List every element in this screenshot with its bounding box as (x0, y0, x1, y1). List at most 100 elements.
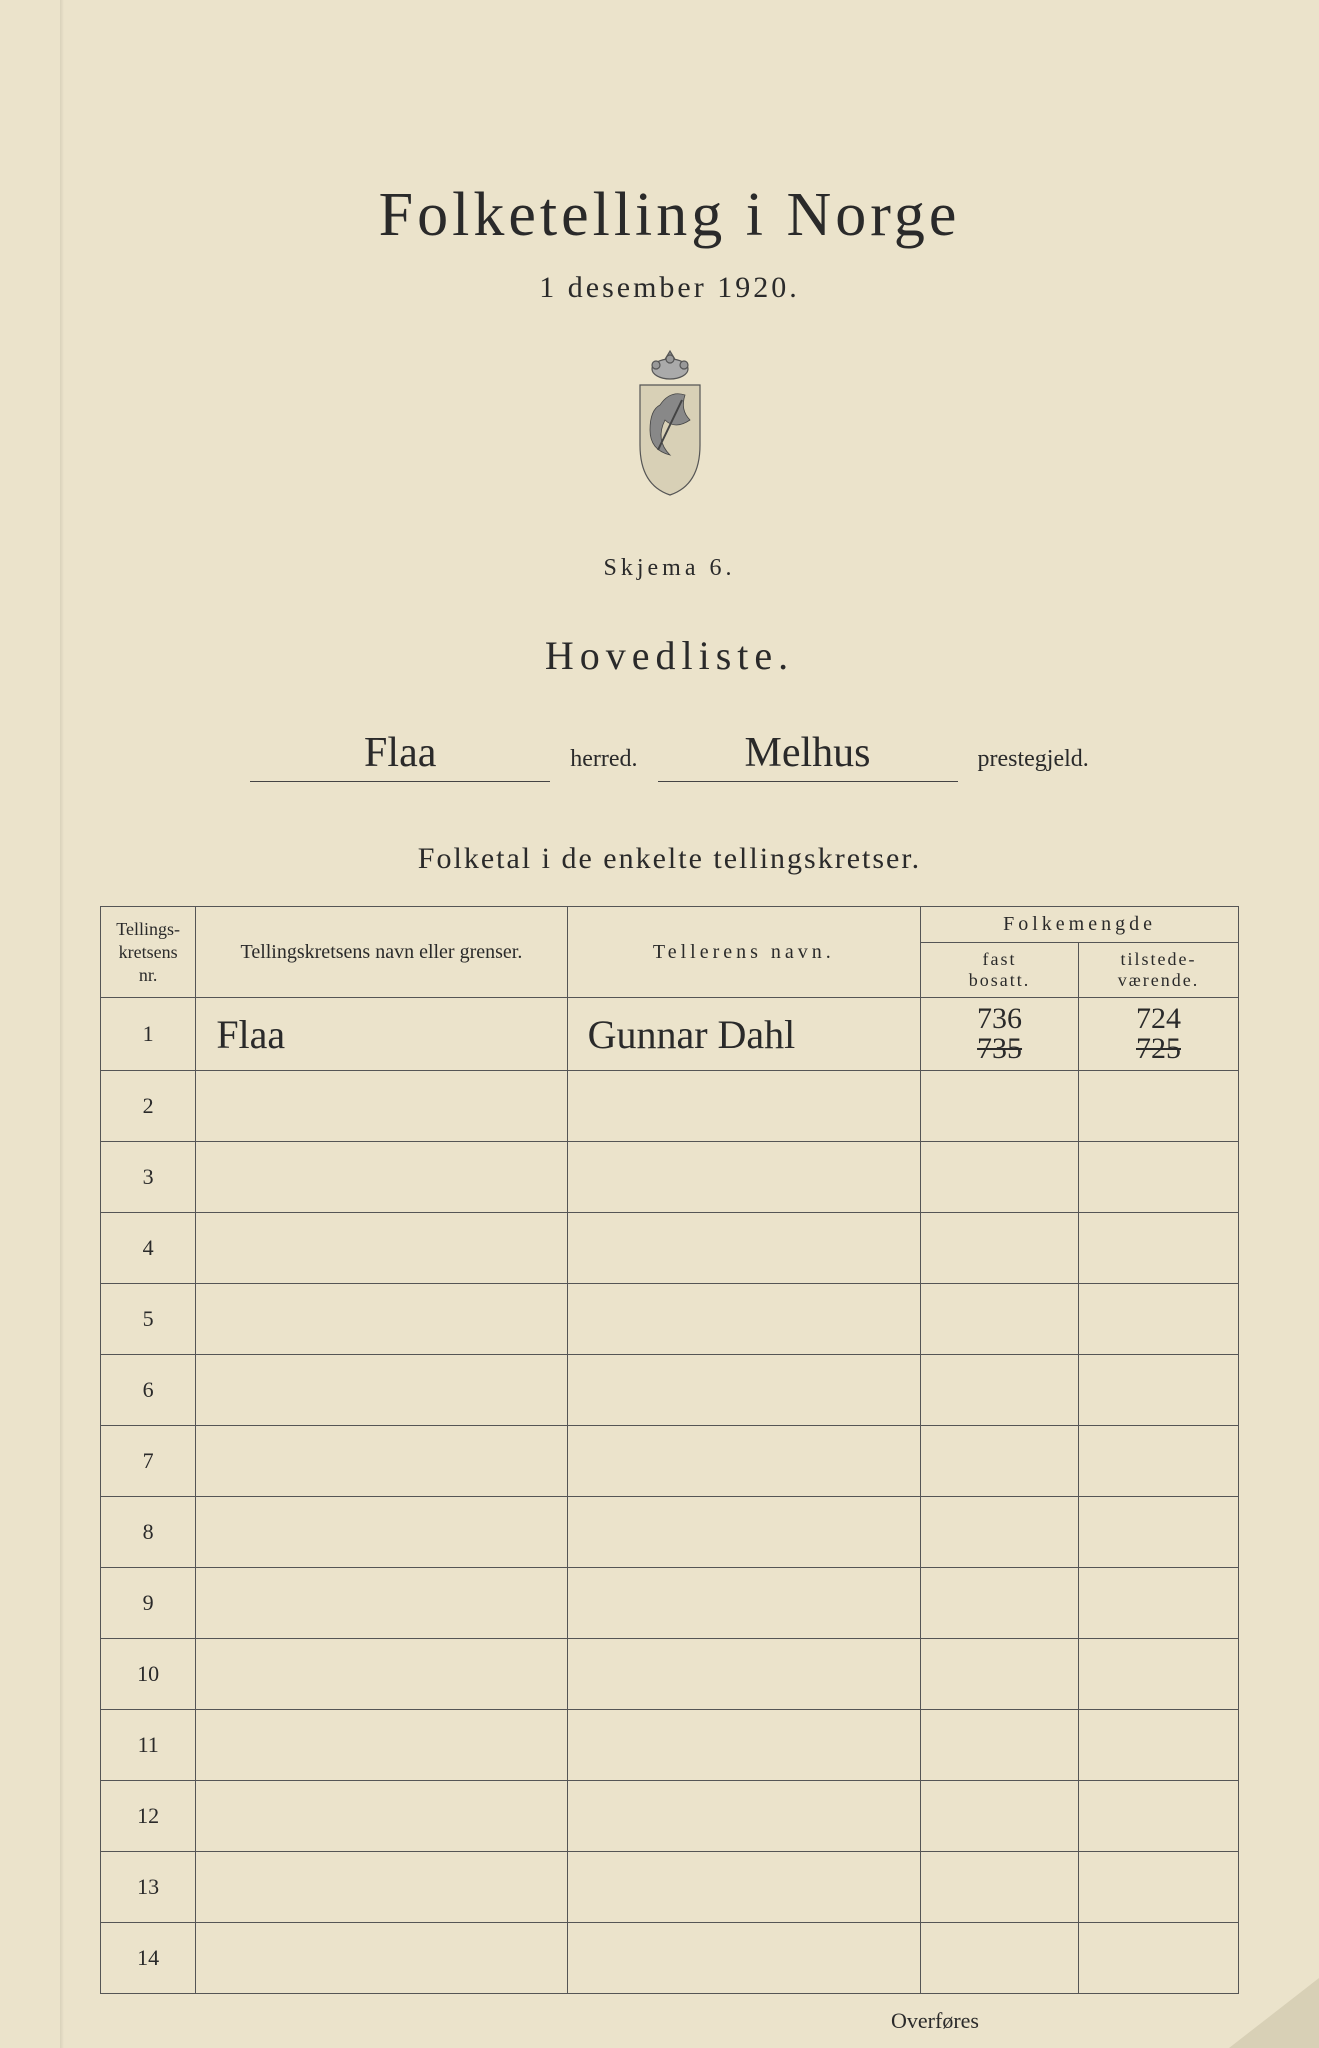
cell-teller: Gunnar Dahl (567, 998, 921, 1071)
cell-teller (567, 1071, 921, 1142)
census-table: Tellings- kretsens nr. Tellingskretsens … (100, 906, 1239, 1994)
cell-tilstede (1079, 1142, 1239, 1213)
header-area: Folketelling i Norge 1 desember 1920. Sk… (100, 180, 1239, 876)
table-row: 12 (101, 1781, 1239, 1852)
cell-tilstede (1079, 1923, 1239, 1994)
herred-label: herred. (570, 746, 637, 773)
cell-fast (921, 1142, 1079, 1213)
cell-nr: 3 (101, 1142, 196, 1213)
col-navn: Tellingskretsens navn eller grenser. (196, 907, 567, 998)
cell-fast (921, 1710, 1079, 1781)
cell-tilstede (1079, 1639, 1239, 1710)
cell-navn (196, 1142, 567, 1213)
cell-fast (921, 1568, 1079, 1639)
cell-teller (567, 1426, 921, 1497)
cell-navn: Flaa (196, 998, 567, 1071)
table-row: 5 (101, 1284, 1239, 1355)
cell-nr: 13 (101, 1852, 196, 1923)
cell-nr: 10 (101, 1639, 196, 1710)
cell-teller (567, 1142, 921, 1213)
cell-tilstede (1079, 1355, 1239, 1426)
cell-nr: 11 (101, 1710, 196, 1781)
page-corner-fold (1229, 1978, 1319, 2048)
cell-tilstede (1079, 1284, 1239, 1355)
table-header: Tellings- kretsens nr. Tellingskretsens … (101, 907, 1239, 998)
cell-navn (196, 1852, 567, 1923)
table-row: 7 (101, 1426, 1239, 1497)
cell-navn (196, 1781, 567, 1852)
cell-nr: 8 (101, 1497, 196, 1568)
table-row: 11 (101, 1710, 1239, 1781)
cell-teller (567, 1568, 921, 1639)
form-number: Skjema 6. (100, 555, 1239, 582)
cell-tilstede (1079, 1852, 1239, 1923)
table-row: 14 (101, 1923, 1239, 1994)
cell-navn (196, 1426, 567, 1497)
table-row: 6 (101, 1355, 1239, 1426)
col-teller: Tellerens navn. (567, 907, 921, 998)
col-fast: fast bosatt. (921, 943, 1079, 998)
cell-teller (567, 1355, 921, 1426)
main-title: Folketelling i Norge (100, 180, 1239, 251)
cell-fast (921, 1923, 1079, 1994)
cell-fast (921, 1355, 1079, 1426)
cell-nr: 9 (101, 1568, 196, 1639)
cell-nr: 5 (101, 1284, 196, 1355)
list-heading: Hovedliste. (100, 632, 1239, 679)
cell-nr: 2 (101, 1071, 196, 1142)
table-row: 9 (101, 1568, 1239, 1639)
col-nr: Tellings- kretsens nr. (101, 907, 196, 998)
cell-tilstede (1079, 1426, 1239, 1497)
herred-value: Flaa (250, 729, 550, 782)
cell-teller (567, 1781, 921, 1852)
cell-navn (196, 1639, 567, 1710)
cell-teller (567, 1852, 921, 1923)
col-tilstede: tilstede- værende. (1079, 943, 1239, 998)
overfores-label: Overføres (100, 2008, 1239, 2034)
table-row: 2 (101, 1071, 1239, 1142)
cell-fast (921, 1497, 1079, 1568)
cell-navn (196, 1497, 567, 1568)
cell-fast (921, 1852, 1079, 1923)
cell-tilstede (1079, 1781, 1239, 1852)
document-page: Folketelling i Norge 1 desember 1920. Sk… (0, 0, 1319, 2048)
cell-teller (567, 1710, 921, 1781)
cell-nr: 7 (101, 1426, 196, 1497)
table-row: 3 (101, 1142, 1239, 1213)
cell-navn (196, 1213, 567, 1284)
cell-nr: 1 (101, 998, 196, 1071)
cell-tilstede (1079, 1497, 1239, 1568)
cell-navn (196, 1284, 567, 1355)
cell-teller (567, 1497, 921, 1568)
cell-fast: 736735 (921, 998, 1079, 1071)
cell-tilstede (1079, 1568, 1239, 1639)
table-row: 13 (101, 1852, 1239, 1923)
cell-navn (196, 1710, 567, 1781)
cell-fast (921, 1639, 1079, 1710)
cell-teller (567, 1923, 921, 1994)
coat-of-arms-icon (610, 345, 730, 505)
cell-tilstede (1079, 1213, 1239, 1284)
table-row: 1FlaaGunnar Dahl736735724725 (101, 998, 1239, 1071)
cell-navn (196, 1355, 567, 1426)
col-folkemengde: Folkemengde (921, 907, 1239, 943)
cell-nr: 12 (101, 1781, 196, 1852)
table-subtitle: Folketal i de enkelte tellingskretser. (100, 842, 1239, 876)
cell-nr: 14 (101, 1923, 196, 1994)
cell-teller (567, 1213, 921, 1284)
table-row: 4 (101, 1213, 1239, 1284)
cell-navn (196, 1071, 567, 1142)
cell-fast (921, 1426, 1079, 1497)
cell-navn (196, 1923, 567, 1994)
locality-line: Flaa herred. Melhus prestegjeld. (100, 729, 1239, 782)
cell-fast (921, 1213, 1079, 1284)
date-line: 1 desember 1920. (100, 271, 1239, 305)
cell-tilstede: 724725 (1079, 998, 1239, 1071)
cell-nr: 4 (101, 1213, 196, 1284)
cell-teller (567, 1284, 921, 1355)
cell-fast (921, 1284, 1079, 1355)
cell-tilstede (1079, 1710, 1239, 1781)
cell-nr: 6 (101, 1355, 196, 1426)
cell-fast (921, 1071, 1079, 1142)
cell-teller (567, 1639, 921, 1710)
